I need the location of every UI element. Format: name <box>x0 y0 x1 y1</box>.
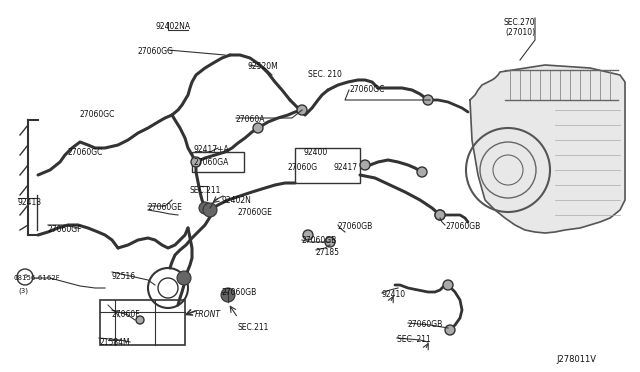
Bar <box>192 152 244 172</box>
Text: 27060GB: 27060GB <box>302 236 337 245</box>
Circle shape <box>297 105 307 115</box>
Text: 27185: 27185 <box>316 248 340 257</box>
Bar <box>295 148 360 183</box>
Text: 27060GE: 27060GE <box>238 208 273 217</box>
Bar <box>100 300 185 345</box>
Text: J278011V: J278011V <box>556 355 596 364</box>
Text: 92402N: 92402N <box>222 196 252 205</box>
Circle shape <box>191 157 201 167</box>
Text: 27060GB: 27060GB <box>338 222 373 231</box>
Circle shape <box>203 203 217 217</box>
Circle shape <box>136 316 144 324</box>
Circle shape <box>221 288 235 302</box>
Polygon shape <box>470 65 625 233</box>
Text: SEC. 211: SEC. 211 <box>397 335 431 344</box>
Text: SEC.211: SEC.211 <box>237 323 268 332</box>
Text: SEC.270: SEC.270 <box>503 18 534 27</box>
Text: 27060GE: 27060GE <box>148 203 183 212</box>
Circle shape <box>443 280 453 290</box>
Text: 92516: 92516 <box>112 272 136 281</box>
Text: SEC.211: SEC.211 <box>190 186 221 195</box>
Text: 27060GB: 27060GB <box>222 288 257 297</box>
Text: 8: 8 <box>23 275 27 279</box>
Circle shape <box>303 230 313 240</box>
Text: 27060G: 27060G <box>287 163 317 172</box>
Text: 27060GC: 27060GC <box>80 110 115 119</box>
Text: 27060GA: 27060GA <box>194 158 229 167</box>
Text: 92520M: 92520M <box>248 62 279 71</box>
Text: 27060F: 27060F <box>112 310 141 319</box>
Circle shape <box>423 95 433 105</box>
Circle shape <box>417 167 427 177</box>
Circle shape <box>360 160 370 170</box>
Text: 21584M: 21584M <box>99 338 130 347</box>
Text: 92417+A: 92417+A <box>193 145 228 154</box>
Text: 27060GB: 27060GB <box>445 222 480 231</box>
Text: FRONT: FRONT <box>195 310 221 319</box>
Text: 27060GC: 27060GC <box>349 85 385 94</box>
Circle shape <box>199 202 211 214</box>
Text: 27060A: 27060A <box>236 115 266 124</box>
Circle shape <box>177 271 191 285</box>
Circle shape <box>253 123 263 133</box>
Text: (27010): (27010) <box>505 28 535 37</box>
Text: 92400: 92400 <box>303 148 327 157</box>
Text: 27060GF: 27060GF <box>48 225 83 234</box>
Circle shape <box>435 210 445 220</box>
Text: 27060GB: 27060GB <box>408 320 444 329</box>
Text: 92417: 92417 <box>333 163 357 172</box>
Text: 92402NA: 92402NA <box>155 22 190 31</box>
Text: 27060GG: 27060GG <box>138 47 174 56</box>
Text: 92410: 92410 <box>382 290 406 299</box>
Text: 27060GC: 27060GC <box>68 148 104 157</box>
Circle shape <box>435 210 445 220</box>
Text: 08156-6162F: 08156-6162F <box>14 275 61 281</box>
Circle shape <box>325 237 335 247</box>
Text: SEC. 210: SEC. 210 <box>308 70 342 79</box>
Text: (3): (3) <box>18 287 28 294</box>
Circle shape <box>445 325 455 335</box>
Text: 92413: 92413 <box>18 198 42 207</box>
